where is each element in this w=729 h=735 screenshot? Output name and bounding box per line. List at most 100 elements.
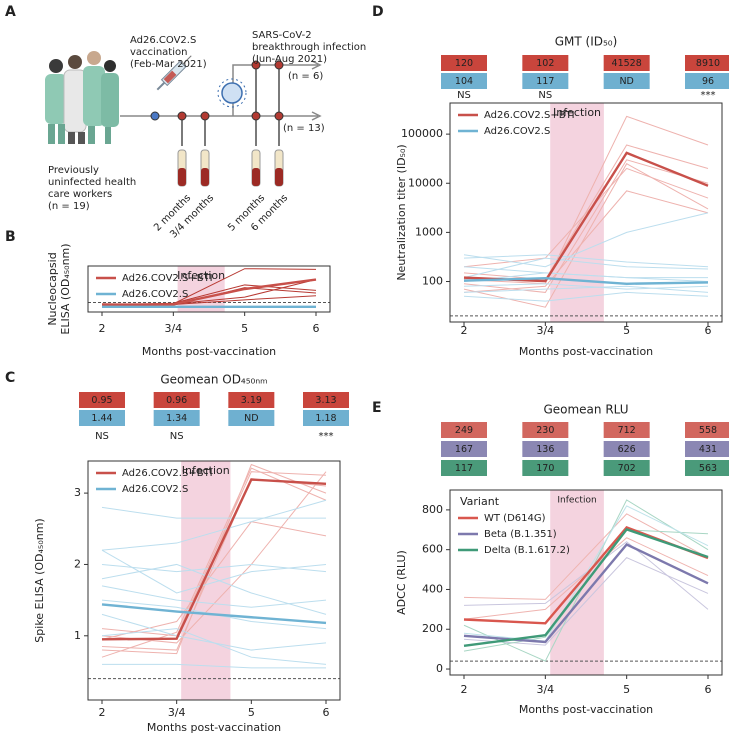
table-title: Geomean OD₄₅₀ₙₘ bbox=[160, 373, 267, 387]
table-value: 712 bbox=[618, 425, 636, 436]
table-cell bbox=[303, 410, 349, 426]
table-cell bbox=[603, 55, 650, 71]
x-tick-label: 5 bbox=[623, 324, 630, 337]
mean-line bbox=[101, 603, 327, 625]
cohort-label: uninfected health bbox=[48, 177, 136, 188]
table-title: Geomean RLU bbox=[543, 403, 628, 417]
table-cell bbox=[685, 55, 729, 71]
x-tick-label: 3/4 bbox=[168, 706, 186, 719]
x-tick-label: 5 bbox=[623, 683, 630, 696]
individual-line bbox=[101, 628, 327, 665]
cohort-label: Previously bbox=[48, 165, 99, 176]
y-tick-label: 10000 bbox=[408, 176, 443, 189]
legend-label: Ad26.COV2.S+BTI bbox=[122, 468, 213, 479]
table-cell bbox=[522, 441, 569, 457]
table-cell bbox=[685, 422, 729, 438]
individual-line bbox=[101, 521, 327, 640]
table-cell bbox=[685, 73, 729, 89]
table-value: 117 bbox=[536, 76, 554, 87]
table-value: 1.44 bbox=[91, 413, 112, 424]
significance: *** bbox=[319, 431, 334, 442]
table-cell bbox=[603, 460, 650, 476]
x-axis-label: Months post-vaccination bbox=[519, 345, 653, 358]
x-axis-label: Months post-vaccination bbox=[142, 345, 276, 358]
table-cell bbox=[228, 410, 275, 426]
table-value: 120 bbox=[455, 58, 473, 69]
individual-line bbox=[463, 159, 709, 293]
individual-line bbox=[463, 557, 709, 646]
y-tick-label: 100 bbox=[422, 275, 443, 288]
individual-line bbox=[101, 499, 327, 551]
x-axis-label: Months post-vaccination bbox=[519, 703, 653, 716]
individual-line bbox=[463, 257, 709, 279]
y-tick-label: 1000 bbox=[415, 225, 443, 238]
table-value: ND bbox=[244, 413, 258, 424]
annotation: Infection bbox=[177, 269, 225, 282]
significance: NS bbox=[457, 90, 471, 101]
panel-label: E bbox=[372, 400, 382, 416]
table-value: 3.19 bbox=[241, 395, 262, 406]
significance: NS bbox=[538, 90, 552, 101]
x-tick-label: 2 bbox=[99, 706, 106, 719]
table-value: 249 bbox=[455, 425, 473, 436]
x-tick-label: 2 bbox=[461, 324, 468, 337]
syringe bbox=[156, 55, 192, 91]
infection-label: (Jun-Aug 2021) bbox=[252, 54, 327, 65]
y-tick-label: 2 bbox=[74, 557, 81, 570]
plot-frame bbox=[449, 489, 723, 676]
infection-label: breakthrough infection bbox=[252, 42, 366, 53]
y-tick-label: 3 bbox=[74, 486, 81, 499]
mean-line bbox=[463, 543, 709, 644]
table-cell bbox=[522, 73, 569, 89]
table-cell bbox=[441, 422, 487, 438]
x-tick-label: 6 bbox=[313, 322, 320, 335]
x-tick-label: 3/4 bbox=[164, 322, 182, 335]
table-value: 170 bbox=[536, 463, 554, 474]
mean-line bbox=[101, 478, 327, 641]
y-tick-label: 0 bbox=[436, 662, 443, 675]
table-cell bbox=[228, 392, 275, 408]
blood-tubes bbox=[177, 149, 284, 187]
y-tick-label: 1 bbox=[74, 629, 81, 642]
annotation: Infection bbox=[553, 106, 601, 119]
individual-line bbox=[463, 283, 709, 290]
legend-label: Ad26.COV2.S+BTI bbox=[122, 273, 213, 284]
individual-line bbox=[463, 212, 709, 268]
plot-frame bbox=[449, 102, 723, 323]
mean-line bbox=[463, 527, 709, 647]
table-value: 230 bbox=[536, 425, 554, 436]
table-cell bbox=[441, 460, 487, 476]
infection-band bbox=[177, 266, 225, 312]
legend-label: Delta (B.1.617.2) bbox=[484, 545, 570, 556]
table-value: 3.13 bbox=[315, 395, 336, 406]
legend-title: Variant bbox=[460, 495, 500, 508]
y-axis-label: Spike ELISA (OD₄₅₀nm) bbox=[33, 518, 46, 642]
vaccination-label: vaccination bbox=[130, 47, 187, 58]
panel-label: B bbox=[5, 229, 16, 245]
y-axis-label: Nucleocapsid bbox=[46, 252, 59, 325]
table-value: 563 bbox=[699, 463, 717, 474]
table-value: 1.34 bbox=[166, 413, 187, 424]
x-tick-label: 6 bbox=[323, 706, 330, 719]
table-value: 0.95 bbox=[91, 395, 112, 406]
individual-line bbox=[463, 254, 709, 268]
table-value: 96 bbox=[702, 76, 714, 87]
x-tick-label: 6 bbox=[705, 324, 712, 337]
table-value: 136 bbox=[536, 444, 554, 455]
individual-line bbox=[463, 115, 709, 285]
individual-line bbox=[102, 663, 326, 669]
y-tick-label: 800 bbox=[422, 503, 443, 516]
individual-line bbox=[101, 563, 327, 615]
significance: *** bbox=[701, 90, 716, 101]
table-cell bbox=[153, 392, 200, 408]
individual-line bbox=[463, 291, 709, 302]
table-value: 626 bbox=[618, 444, 636, 455]
individual-line bbox=[101, 506, 326, 519]
vaccination-label: Ad26.COV2.S bbox=[130, 35, 196, 46]
panel-label: C bbox=[5, 370, 15, 386]
x-tick-label: 6 bbox=[705, 683, 712, 696]
plot-frame bbox=[87, 265, 331, 313]
x-tick-label: 5 bbox=[241, 322, 248, 335]
virus bbox=[217, 78, 247, 108]
